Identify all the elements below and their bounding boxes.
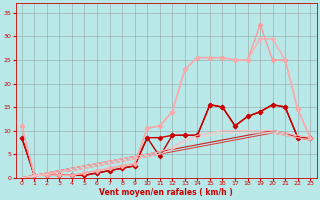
X-axis label: Vent moyen/en rafales ( km/h ): Vent moyen/en rafales ( km/h ) bbox=[99, 188, 233, 197]
